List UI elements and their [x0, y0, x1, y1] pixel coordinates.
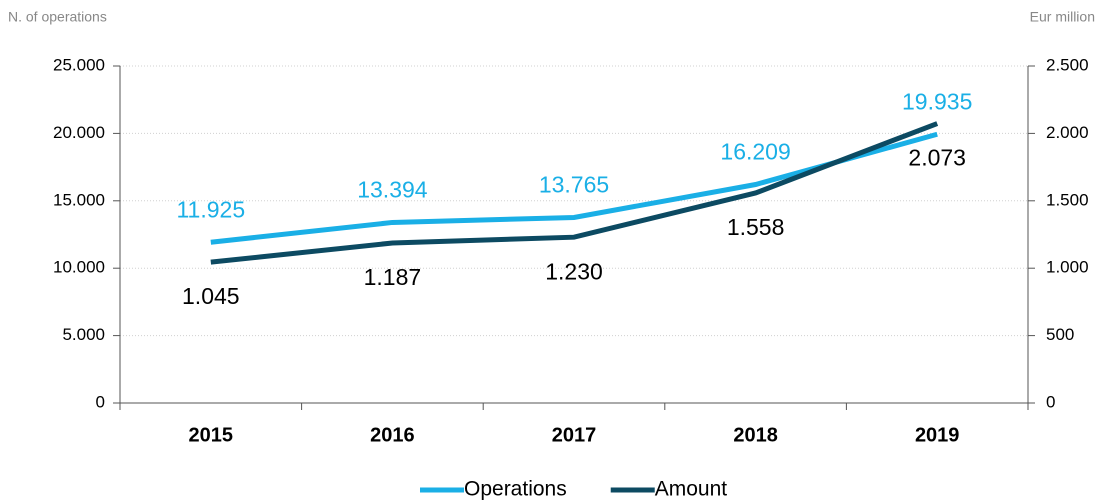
- x-tick-label: 2019: [915, 424, 960, 446]
- x-tick-label: 2015: [189, 424, 234, 446]
- data-label: 13.394: [357, 177, 428, 203]
- data-label: 11.925: [176, 196, 245, 222]
- data-label: 13.765: [539, 172, 609, 198]
- legend-label: Amount: [655, 478, 728, 500]
- y2-axis-label: Eur million: [1030, 9, 1095, 25]
- y-tick-label: 0: [96, 392, 105, 411]
- x-tick-label: 2016: [370, 424, 415, 446]
- y-tick-label: 5.000: [62, 325, 105, 344]
- y2-tick-label: 2.500: [1046, 55, 1089, 74]
- y-tick-label: 20.000: [53, 123, 105, 142]
- data-label: 1.187: [364, 264, 422, 290]
- data-label: 1.230: [545, 258, 603, 284]
- x-tick-label: 2018: [733, 424, 778, 446]
- y-tick-label: 25.000: [53, 55, 105, 74]
- series-line: [210, 121, 939, 265]
- y2-tick-label: 0: [1046, 392, 1055, 411]
- y-tick-label: 15.000: [53, 190, 105, 209]
- y2-tick-label: 1.000: [1046, 258, 1089, 277]
- data-label: 2.073: [908, 145, 966, 171]
- data-label: 16.209: [720, 139, 790, 165]
- x-tick-label: 2017: [552, 424, 597, 446]
- y-axis-label: N. of operations: [8, 9, 107, 25]
- y-tick-label: 10.000: [53, 258, 105, 277]
- data-label: 1.558: [727, 214, 785, 240]
- y2-tick-label: 500: [1046, 325, 1074, 344]
- legend-label: Operations: [464, 478, 567, 500]
- y2-tick-label: 1.500: [1046, 190, 1089, 209]
- data-label: 1.045: [182, 283, 240, 309]
- y2-tick-label: 2.000: [1046, 123, 1089, 142]
- data-label: 19.935: [902, 88, 972, 114]
